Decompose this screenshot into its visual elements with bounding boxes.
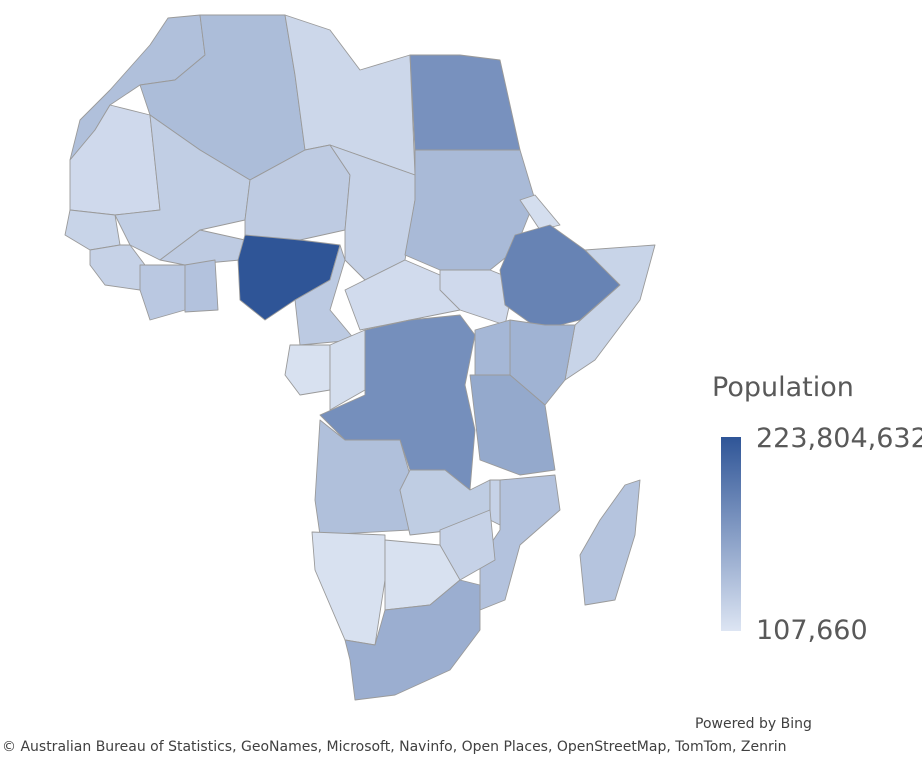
region-egypt[interactable] — [409, 54, 521, 151]
region-senegal[interactable] — [64, 209, 121, 251]
legend-gradient-bar — [721, 437, 741, 631]
region-ivory-coast[interactable] — [139, 264, 186, 321]
legend-min-value: 107,660 — [756, 615, 868, 646]
legend-title: Population — [712, 372, 854, 403]
region-tanzania[interactable] — [469, 374, 556, 476]
region-somalia[interactable] — [564, 244, 656, 381]
region-namibia[interactable] — [311, 531, 386, 646]
region-guinea[interactable] — [89, 244, 146, 291]
region-ghana[interactable] — [184, 259, 219, 313]
powered-by-bing: Powered by Bing — [695, 716, 812, 732]
region-madagascar[interactable] — [579, 479, 641, 606]
region-uganda[interactable] — [474, 319, 511, 376]
map-attribution: © Australian Bureau of Statistics, GeoNa… — [2, 739, 787, 755]
region-south-africa[interactable] — [344, 579, 481, 701]
region-cameroon[interactable] — [294, 244, 356, 346]
region-eritrea[interactable] — [519, 194, 561, 231]
legend-max-value: 223,804,632 — [756, 423, 922, 454]
region-gabon[interactable] — [284, 344, 331, 396]
region-malawi[interactable] — [489, 479, 501, 526]
